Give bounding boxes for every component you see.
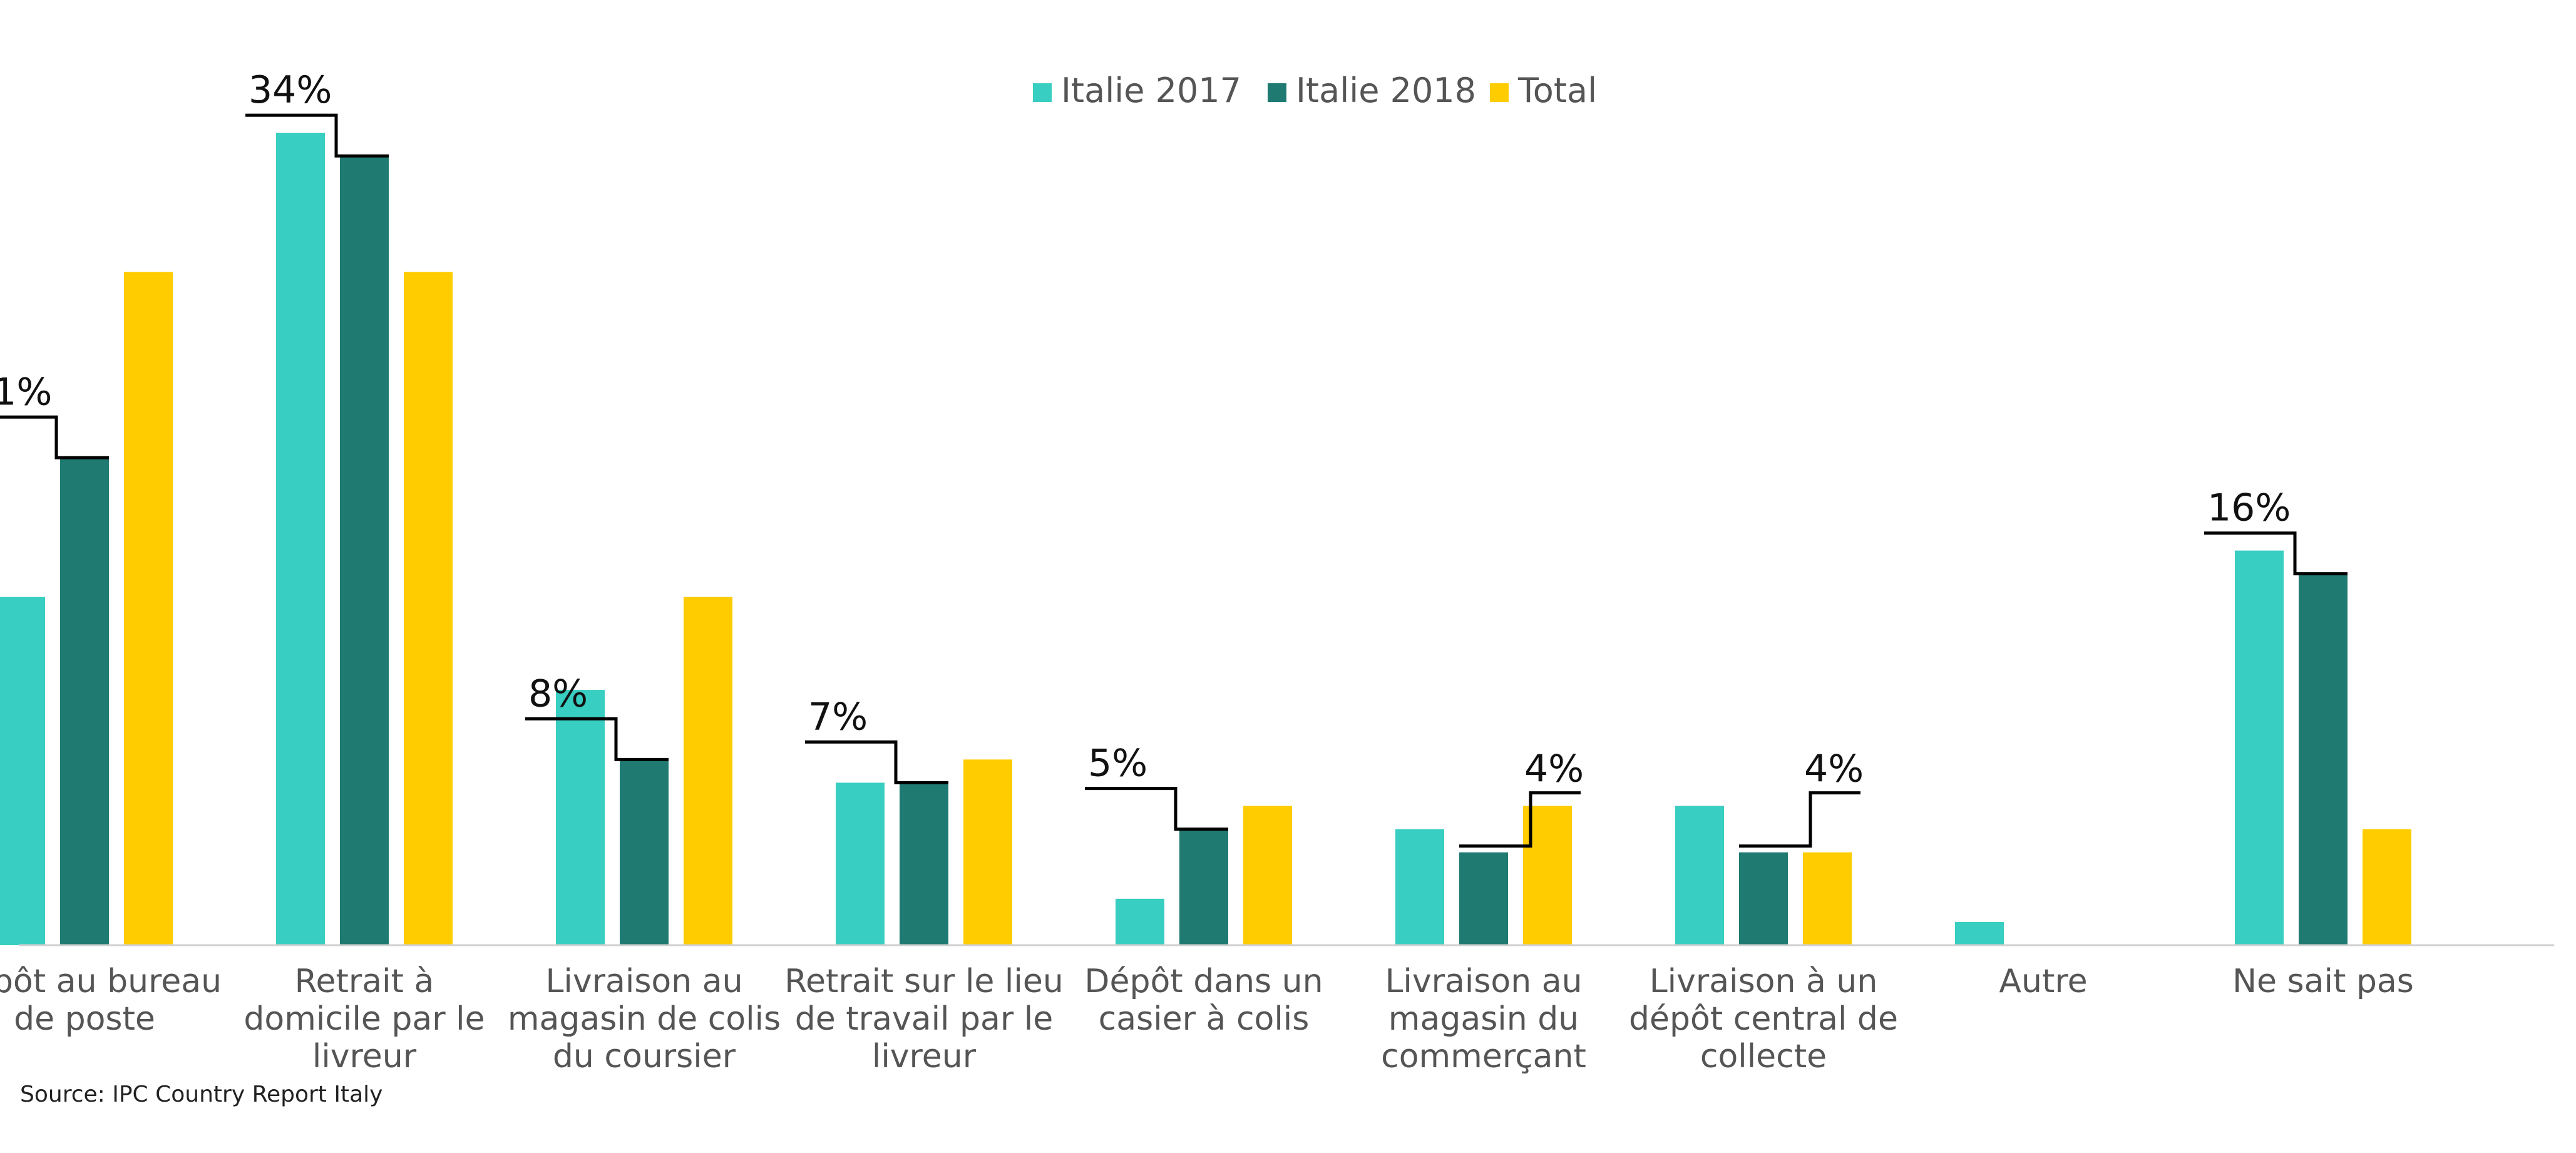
bar-6-series-2 <box>1459 852 1508 945</box>
callout-label-2: 34% <box>249 68 332 112</box>
category-label-6: Livraison au magasin du commerçant <box>1381 963 1586 1075</box>
bar-3-series-2 <box>620 759 669 945</box>
legend-label-2: Italie 2018 <box>1296 71 1476 110</box>
callout-label-5: 5% <box>1088 742 1147 786</box>
callout-line-3 <box>525 717 669 761</box>
category-label-4: Retrait sur le lieu de travail par le livr… <box>784 963 1064 1075</box>
category-label-3: Livraison au magasin de colis du coursier <box>508 963 781 1075</box>
legend-swatch-1 <box>1033 83 1052 102</box>
legend-swatch-2 <box>1268 83 1286 102</box>
value-callouts: 21% 34% 8% 7% 5% 4% 4% 16% <box>0 68 2348 848</box>
bar-4-series-3 <box>963 759 1012 945</box>
callout-line-7 <box>1739 791 1860 848</box>
category-label-5: Dépôt dans un casier à colis <box>1084 963 1323 1038</box>
callout-line-6 <box>1459 791 1581 848</box>
callout-label-6: 4% <box>1524 747 1584 791</box>
callout-label-7: 4% <box>1804 747 1864 791</box>
callout-label-9: 16% <box>2207 486 2291 530</box>
legend-label-3: Total <box>1517 71 1597 110</box>
bar-1-series-2 <box>60 458 109 945</box>
callout-line-1 <box>0 415 109 459</box>
callout-line-9 <box>2204 531 2348 576</box>
callout-line-2 <box>245 113 389 158</box>
bar-6-series-1 <box>1395 829 1444 945</box>
source-note: Source: IPC Country Report Italy <box>20 1082 383 1107</box>
bar-marks <box>0 133 2411 946</box>
category-label-2: Retrait à domicile par le livreur <box>244 963 485 1075</box>
bar-7-series-1 <box>1675 806 1724 945</box>
bar-9-series-2 <box>2299 573 2348 945</box>
bar-2-series-3 <box>404 272 453 945</box>
callout-label-3: 8% <box>528 672 588 715</box>
bar-7-series-3 <box>1803 852 1852 945</box>
callout-line-5 <box>1085 787 1228 831</box>
bar-5-series-2 <box>1179 829 1228 945</box>
bar-4-series-1 <box>836 782 885 945</box>
callout-line-4 <box>805 740 948 784</box>
bar-5-series-1 <box>1116 898 1164 945</box>
legend-label-1: Italie 2017 <box>1061 71 1241 110</box>
bar-9-series-1 <box>2235 550 2284 945</box>
category-label-9: Ne sait pas <box>2232 963 2414 1000</box>
bar-2-series-1 <box>276 133 325 945</box>
legend-swatch-3 <box>1490 83 1509 102</box>
bar-3-series-3 <box>684 597 732 945</box>
bar-1-series-3 <box>124 272 173 945</box>
category-label-8: Autre <box>1999 963 2087 1000</box>
bar-4-series-2 <box>900 782 948 945</box>
callout-label-1: 21% <box>0 370 52 414</box>
chart-legend: Italie 2017 Italie 2018 Total <box>1033 71 1597 110</box>
bar-5-series-3 <box>1243 806 1292 945</box>
bar-7-series-2 <box>1739 852 1788 945</box>
bar-3-series-1 <box>556 690 605 945</box>
callout-label-4: 7% <box>808 695 868 739</box>
bar-8-series-1 <box>1955 921 2004 945</box>
bar-9-series-3 <box>2363 829 2411 945</box>
category-label-7: Livraison à un dépôt central de collecte <box>1629 963 1898 1075</box>
bar-1-series-1 <box>0 597 45 945</box>
bar-2-series-2 <box>340 156 389 946</box>
